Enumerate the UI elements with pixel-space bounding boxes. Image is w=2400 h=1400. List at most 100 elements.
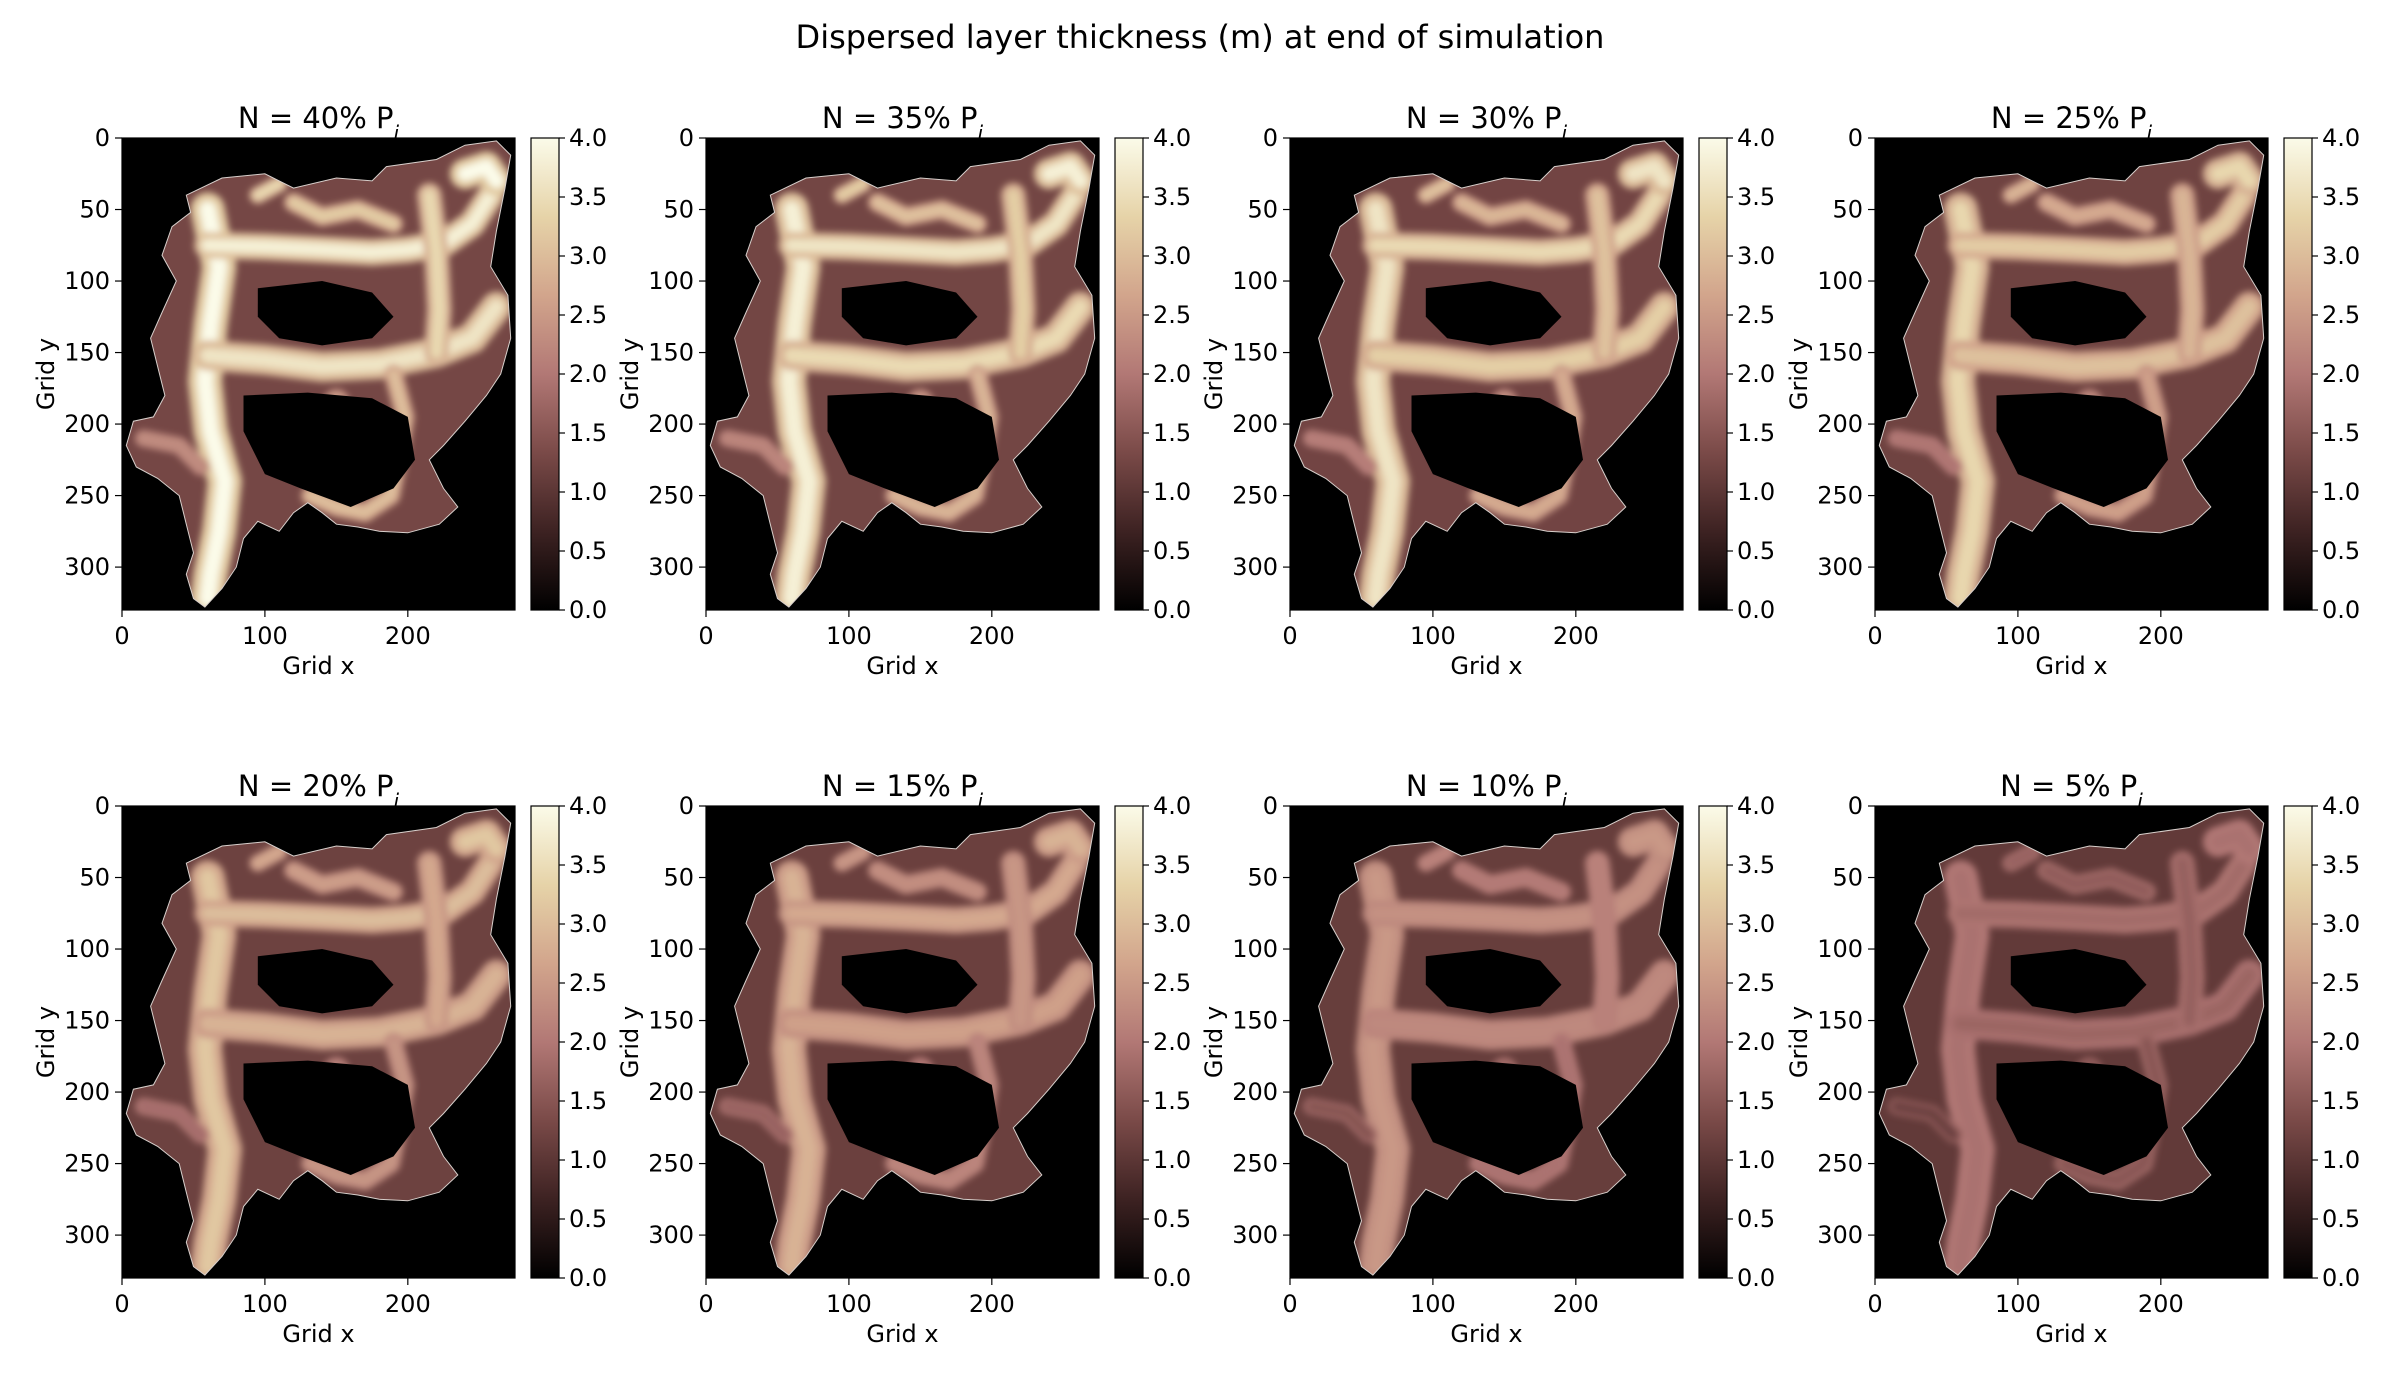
colorbar-tick-label: 3.0: [1153, 910, 1191, 938]
empty-region: [1411, 1060, 1583, 1175]
colorbar-tick-label: 3.5: [1153, 183, 1191, 211]
colorbar: [530, 137, 560, 611]
x-tick-label: 200: [969, 622, 1015, 650]
ridge-core: [1591, 189, 1614, 359]
colorbar-tick-label: 2.5: [2322, 969, 2360, 997]
axes-frame: [1874, 805, 2269, 1279]
panel-title: N = 10% Pi: [1406, 769, 1568, 813]
ridge-core: [1369, 188, 1665, 259]
y-tick-label: 100: [1232, 935, 1278, 963]
colorbar: [2283, 137, 2313, 611]
footprint-outline: [1878, 808, 2265, 1276]
ridge-core: [1949, 201, 1986, 607]
x-tick-label: 100: [1995, 1290, 2041, 1318]
ridge-core: [1953, 967, 2257, 1042]
colorbar-tick-label: 4.0: [2322, 124, 2360, 152]
colorbar-tick-label: 1.0: [569, 478, 607, 506]
thickness-field: [1294, 140, 1679, 608]
x-tick-label: 0: [1282, 1290, 1297, 1318]
colorbar-tick-label: 2.0: [569, 1028, 607, 1056]
ridge-core: [196, 869, 233, 1275]
colorbar: [2283, 805, 2313, 1279]
ridge-core: [2176, 189, 2199, 359]
x-tick-label: 200: [969, 1290, 1015, 1318]
colorbar-tick-label: 1.5: [569, 1087, 607, 1115]
ridge-core: [253, 179, 284, 200]
subplot-panel: N = 5% Pi 0 100 200 0 50 100 150 200 250 300 Grid x…: [1785, 769, 2360, 1348]
thickness-ridges: [718, 151, 1095, 608]
thickness-field: [126, 808, 511, 1276]
ridge-core: [1007, 857, 1030, 1027]
y-tick-label: 0: [1263, 792, 1278, 820]
ridge-core: [2176, 857, 2199, 1027]
ridge-core: [1457, 197, 1566, 229]
y-axis-label: Grid y: [1200, 1006, 1228, 1078]
y-tick-label: 300: [648, 1221, 694, 1249]
ridge-core: [253, 847, 284, 868]
colorbar-tick-label: 3.5: [2322, 851, 2360, 879]
ridge-core: [1457, 865, 1566, 897]
colorbar-tick-label: 1.5: [2322, 419, 2360, 447]
x-tick-label: 200: [1553, 622, 1599, 650]
ridge-core: [784, 967, 1088, 1042]
y-tick-label: 250: [64, 482, 110, 510]
colorbar-tick-label: 3.5: [2322, 183, 2360, 211]
x-axis-label: Grid x: [2035, 652, 2107, 680]
ridge-core: [1421, 179, 1452, 200]
colorbar-tick-label: 0.5: [1737, 537, 1775, 565]
x-tick-label: 0: [1282, 622, 1297, 650]
thickness-ridges: [134, 819, 511, 1276]
empty-region: [257, 281, 394, 346]
footprint-outline: [125, 808, 512, 1276]
ridge-core: [1368, 299, 1672, 374]
y-tick-label: 200: [64, 410, 110, 438]
ridge-core: [837, 847, 868, 868]
y-tick-label: 50: [663, 864, 694, 892]
ridge-core: [1364, 869, 1401, 1275]
y-tick-label: 150: [1232, 1007, 1278, 1035]
y-axis-label: Grid y: [32, 338, 60, 410]
axes-frame: [1289, 137, 1684, 611]
ridge-core: [200, 967, 504, 1042]
colorbar-tick-label: 2.0: [569, 360, 607, 388]
colorbar-tick-label: 2.5: [1737, 301, 1775, 329]
y-axis-label: Grid y: [616, 1006, 644, 1078]
axes-frame: [121, 805, 516, 1279]
panel-title: N = 15% Pi: [822, 769, 984, 813]
y-tick-label: 150: [1232, 339, 1278, 367]
y-tick-label: 50: [79, 196, 110, 224]
panel-title: N = 30% Pi: [1406, 101, 1568, 145]
empty-region: [1425, 281, 1562, 346]
panel-title-main: N = 5% P: [2000, 769, 2137, 803]
y-tick-label: 200: [648, 1078, 694, 1106]
ridge-core: [1954, 856, 2250, 927]
ridge-core: [423, 189, 446, 359]
panel-title: N = 20% Pi: [238, 769, 400, 813]
colorbar-tick-label: 2.0: [2322, 1028, 2360, 1056]
colorbar-tick-label: 2.5: [569, 969, 607, 997]
y-tick-label: 100: [1232, 267, 1278, 295]
colorbar-tick-label: 3.5: [569, 183, 607, 211]
empty-region: [1996, 392, 2168, 507]
colorbar-tick-label: 4.0: [569, 124, 607, 152]
ridge-core: [289, 197, 398, 229]
colorbar-tick-label: 2.5: [1737, 969, 1775, 997]
y-tick-label: 250: [648, 482, 694, 510]
y-tick-label: 150: [1817, 339, 1863, 367]
axes-frame: [705, 137, 1100, 611]
ridge-core: [201, 856, 497, 927]
empty-region: [1411, 392, 1583, 507]
x-tick-label: 200: [2138, 622, 2184, 650]
empty-region: [257, 949, 394, 1014]
ridge-core: [1421, 847, 1452, 868]
y-tick-label: 300: [1232, 1221, 1278, 1249]
ridge-core: [2006, 179, 2037, 200]
x-tick-label: 200: [385, 622, 431, 650]
colorbar-tick-label: 3.0: [1153, 242, 1191, 270]
y-axis-label: Grid y: [616, 338, 644, 410]
y-tick-label: 200: [1232, 1078, 1278, 1106]
colorbar-tick-label: 2.5: [1153, 969, 1191, 997]
y-tick-label: 150: [1817, 1007, 1863, 1035]
x-tick-label: 0: [114, 1290, 129, 1318]
